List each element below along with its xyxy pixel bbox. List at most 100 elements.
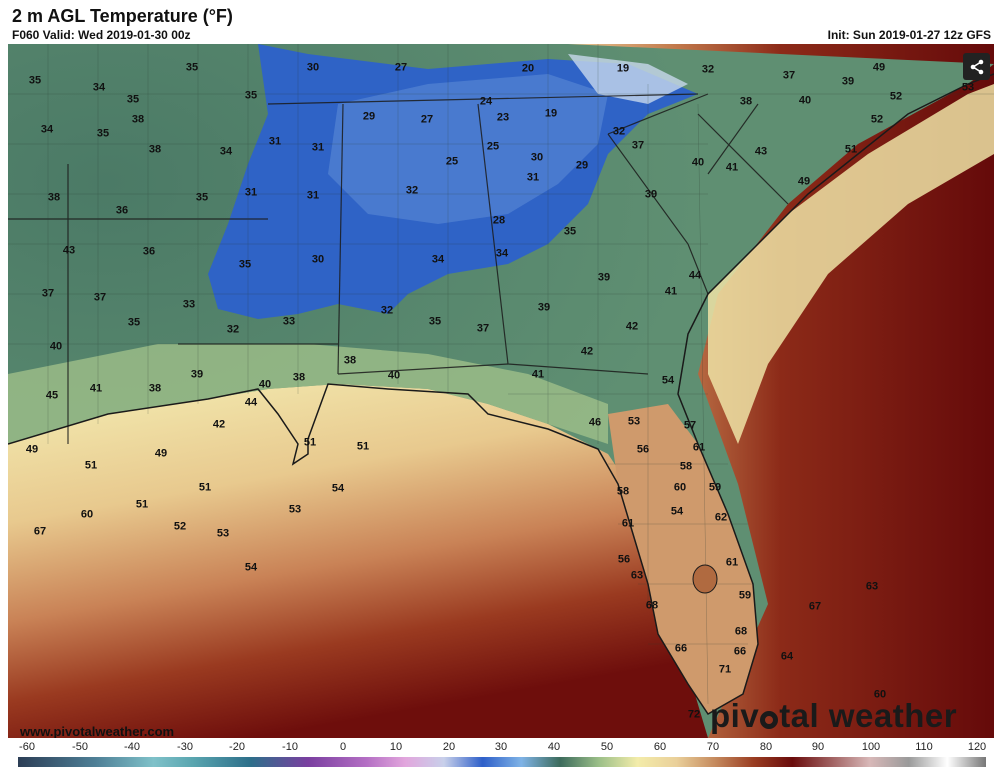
legend-tick: 70 <box>706 741 720 753</box>
temp-label: 19 <box>616 62 630 75</box>
temp-label: 42 <box>625 320 639 333</box>
temp-label: 37 <box>476 322 490 335</box>
temp-label: 51 <box>303 436 317 449</box>
temp-label: 38 <box>47 191 61 204</box>
temp-label: 49 <box>872 61 886 74</box>
temp-label: 61 <box>621 517 635 530</box>
legend-tick: 0 <box>339 741 347 753</box>
temp-label: 46 <box>588 416 602 429</box>
temp-label: 44 <box>688 269 702 282</box>
temp-label: 53 <box>627 415 641 428</box>
temp-label: 29 <box>362 110 376 123</box>
temp-label: 63 <box>630 569 644 582</box>
brand-logo: piv tal weather <box>710 697 957 735</box>
brand-o-mark <box>760 711 779 729</box>
temp-label: 43 <box>754 145 768 158</box>
temp-label: 35 <box>563 225 577 238</box>
temp-label: 35 <box>126 93 140 106</box>
temp-label: 25 <box>486 140 500 153</box>
temp-label: 31 <box>268 135 282 148</box>
temp-label: 54 <box>244 561 258 574</box>
temp-label: 68 <box>734 625 748 638</box>
temp-label: 39 <box>190 368 204 381</box>
temp-label: 19 <box>544 107 558 120</box>
legend-tick: 120 <box>967 741 987 753</box>
temp-label: 33 <box>182 298 196 311</box>
temp-label: 49 <box>25 443 39 456</box>
temp-label: 40 <box>258 378 272 391</box>
temp-label: 35 <box>428 315 442 328</box>
color-scale-bar <box>18 757 986 767</box>
temp-label: 34 <box>40 123 54 136</box>
share-icon <box>970 59 983 74</box>
temp-label: 35 <box>28 74 42 87</box>
temp-label: 41 <box>531 368 545 381</box>
temp-label: 56 <box>617 553 631 566</box>
legend-tick: 20 <box>442 741 456 753</box>
temp-label: 61 <box>692 441 706 454</box>
legend-tick: 60 <box>653 741 667 753</box>
temp-label: 38 <box>292 371 306 384</box>
temp-label: 51 <box>844 143 858 156</box>
temp-label: 35 <box>185 61 199 74</box>
temp-label: 54 <box>670 505 684 518</box>
temp-label: 52 <box>870 113 884 126</box>
temp-label: 37 <box>93 291 107 304</box>
temp-label: 57 <box>683 419 697 432</box>
temp-label: 25 <box>445 155 459 168</box>
temp-label: 34 <box>495 247 509 260</box>
legend-tick: 10 <box>389 741 403 753</box>
legend-tick: 30 <box>494 741 508 753</box>
valid-time: F060 Valid: Wed 2019-01-30 00z <box>12 28 191 42</box>
temp-label: 41 <box>89 382 103 395</box>
legend-tick: -30 <box>177 741 193 753</box>
map-title: 2 m AGL Temperature (°F) <box>12 6 233 26</box>
legend-tick: -20 <box>229 741 245 753</box>
temp-label: 38 <box>343 354 357 367</box>
temp-label: 63 <box>865 580 879 593</box>
temp-label: 34 <box>219 145 233 158</box>
legend-tick: -40 <box>124 741 140 753</box>
temp-label: 35 <box>238 258 252 271</box>
temp-label: 66 <box>733 645 747 658</box>
temp-label: 56 <box>636 443 650 456</box>
temp-label: 66 <box>674 642 688 655</box>
temp-label: 42 <box>580 345 594 358</box>
temp-label: 37 <box>41 287 55 300</box>
init-time: Init: Sun 2019-01-27 12z GFS <box>827 28 991 42</box>
temp-label: 30 <box>311 253 325 266</box>
temp-label: 45 <box>45 389 59 402</box>
temp-label: 51 <box>135 498 149 511</box>
temp-label: 53 <box>288 503 302 516</box>
temp-label: 72 <box>687 708 701 721</box>
temp-label: 67 <box>808 600 822 613</box>
temp-label: 67 <box>33 525 47 538</box>
temp-label: 39 <box>597 271 611 284</box>
legend-tick: -10 <box>282 741 298 753</box>
temp-label: 51 <box>356 440 370 453</box>
temp-label: 39 <box>537 301 551 314</box>
temp-label: 64 <box>780 650 794 663</box>
temp-label: 35 <box>244 89 258 102</box>
temp-label: 53 <box>961 81 975 94</box>
share-button[interactable] <box>963 53 990 80</box>
temp-label: 36 <box>115 204 129 217</box>
header: 2 m AGL Temperature (°F) F060 Valid: Wed… <box>0 0 1005 44</box>
temp-label: 34 <box>92 81 106 94</box>
temp-label: 53 <box>216 527 230 540</box>
temp-label: 40 <box>691 156 705 169</box>
temp-label: 58 <box>679 460 693 473</box>
temp-label: 52 <box>173 520 187 533</box>
temperature-map: 35 34 35 35 30 27 20 19 32 37 39 49 53 3… <box>8 44 994 738</box>
temp-label: 52 <box>889 90 903 103</box>
legend-tick: 110 <box>915 741 933 753</box>
temp-label: 31 <box>306 189 320 202</box>
temp-label: 60 <box>673 481 687 494</box>
temp-label: 35 <box>96 127 110 140</box>
temp-label: 38 <box>739 95 753 108</box>
legend-tick: 90 <box>811 741 825 753</box>
temp-label: 61 <box>725 556 739 569</box>
legend-tick: 80 <box>759 741 773 753</box>
temp-label: 39 <box>644 188 658 201</box>
temp-label: 27 <box>394 61 408 74</box>
